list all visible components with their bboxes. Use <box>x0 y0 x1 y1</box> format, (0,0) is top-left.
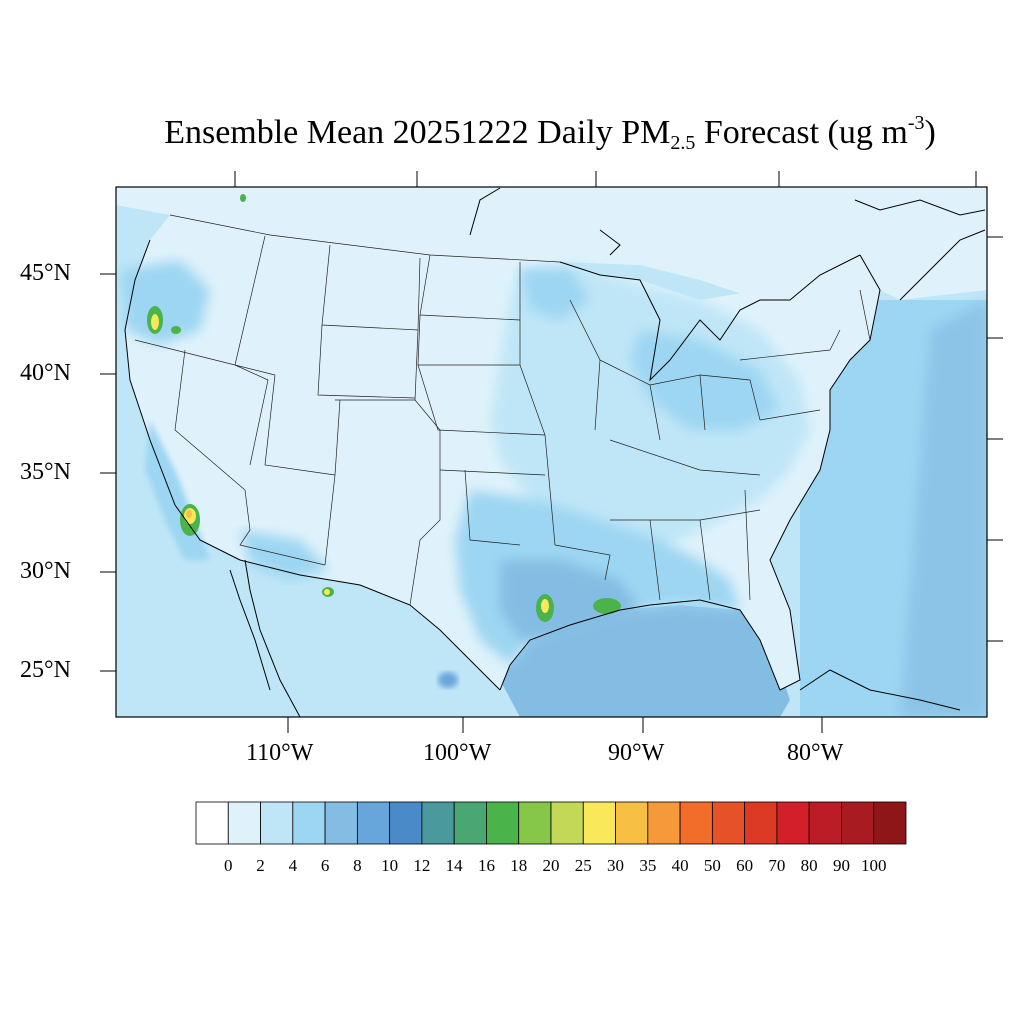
colorbar-label: 12 <box>413 856 431 875</box>
east-moderate-region <box>490 265 810 560</box>
colorbar-swatch <box>389 801 423 845</box>
title-superscript: -3 <box>907 112 925 134</box>
colorbar-swatch <box>744 801 778 845</box>
colorbar-swatch <box>841 801 875 845</box>
colorbar-label: 25 <box>574 856 592 875</box>
great-lakes-region <box>520 268 590 320</box>
map-field <box>116 187 987 717</box>
map-frame <box>115 186 988 718</box>
colorbar-label: 2 <box>256 856 265 875</box>
title-mid: Forecast (ug m <box>695 114 908 151</box>
canada-region <box>116 187 987 300</box>
phoenix-hotspot-core <box>324 589 330 595</box>
colorbar-label: 20 <box>542 856 560 875</box>
mexico-hotspot <box>438 672 458 688</box>
colorbar-label: 10 <box>381 856 399 875</box>
colorbar-label: 16 <box>477 856 495 875</box>
colorbar-swatch <box>808 801 842 845</box>
title-prefix: Ensemble Mean 20251222 Daily PM <box>164 114 671 151</box>
pacific-nw-region <box>120 260 210 345</box>
la-hotspot-orange <box>186 510 192 518</box>
colorbar-swatch <box>679 801 713 845</box>
lon-label-80: 80°W <box>787 740 844 766</box>
atlantic-far-field <box>900 300 987 717</box>
colorbar-label: 70 <box>768 856 786 875</box>
colorbar-swatch <box>486 801 520 845</box>
colorbar-label: 40 <box>671 856 689 875</box>
map-title: Ensemble Mean 20251222 Daily PM2.5 Forec… <box>0 112 1024 155</box>
colorbar <box>195 801 907 845</box>
colorbar-label: 8 <box>353 856 362 875</box>
lat-label-30: 30°N <box>20 558 71 584</box>
colorbar-label: 30 <box>607 856 625 875</box>
colorbar-swatch <box>647 801 681 845</box>
colorbar-swatch <box>260 801 294 845</box>
louisiana-hotspot <box>593 598 621 614</box>
lon-label-90: 90°W <box>608 740 665 766</box>
state-boundaries <box>134 214 871 606</box>
top-ticks <box>234 171 977 187</box>
colorbar-swatch <box>356 801 391 845</box>
left-ticks <box>100 273 116 672</box>
canada-hotspot <box>240 194 246 202</box>
ohio-valley-region <box>630 330 780 430</box>
lon-label-110: 110°W <box>246 740 314 766</box>
colorbar-label: 50 <box>703 856 721 875</box>
southwest-region <box>240 530 330 580</box>
colorbar-label: 4 <box>288 856 298 875</box>
right-ticks <box>987 236 1003 642</box>
lon-label-100: 100°W <box>423 740 492 766</box>
title-suffix: ) <box>924 114 936 151</box>
colorbar-label: 80 <box>800 856 818 875</box>
colorbar-label: 6 <box>320 856 330 875</box>
colorbar-swatch <box>195 801 229 845</box>
colorbar-swatch <box>292 801 326 845</box>
colorbar-swatch <box>776 801 810 845</box>
colorbar-swatch <box>711 801 746 845</box>
colorbar-label: 35 <box>639 856 657 875</box>
colorbar-swatch <box>582 801 616 845</box>
colorbar-swatch <box>615 801 649 845</box>
bottom-ticks <box>287 717 823 733</box>
colorbar-label: 18 <box>510 856 528 875</box>
colorbar-swatch <box>518 801 552 845</box>
colorbar-swatch <box>421 801 455 845</box>
colorbar-swatch <box>453 801 487 845</box>
colorbar-swatch <box>550 801 584 845</box>
lat-label-45: 45°N <box>20 260 71 286</box>
title-subscript: 2.5 <box>670 132 696 154</box>
oregon-hotspot-2 <box>171 326 181 334</box>
colorbar-label: 60 <box>736 856 754 875</box>
coastlines <box>124 187 986 717</box>
colorbar-label: 14 <box>445 856 463 875</box>
lat-label-25: 25°N <box>20 657 71 683</box>
lat-label-35: 35°N <box>20 459 71 485</box>
colorbar-label: 0 <box>224 856 233 875</box>
colorbar-label: 100 <box>860 856 887 875</box>
houston-hotspot-core <box>541 599 549 613</box>
colorbar-swatch <box>873 801 907 845</box>
oregon-hotspot-core <box>151 314 159 330</box>
lat-label-40: 40°N <box>20 360 71 386</box>
colorbar-label: 90 <box>832 856 850 875</box>
colorbar-swatch <box>227 801 261 845</box>
colorbar-swatch <box>324 801 358 845</box>
